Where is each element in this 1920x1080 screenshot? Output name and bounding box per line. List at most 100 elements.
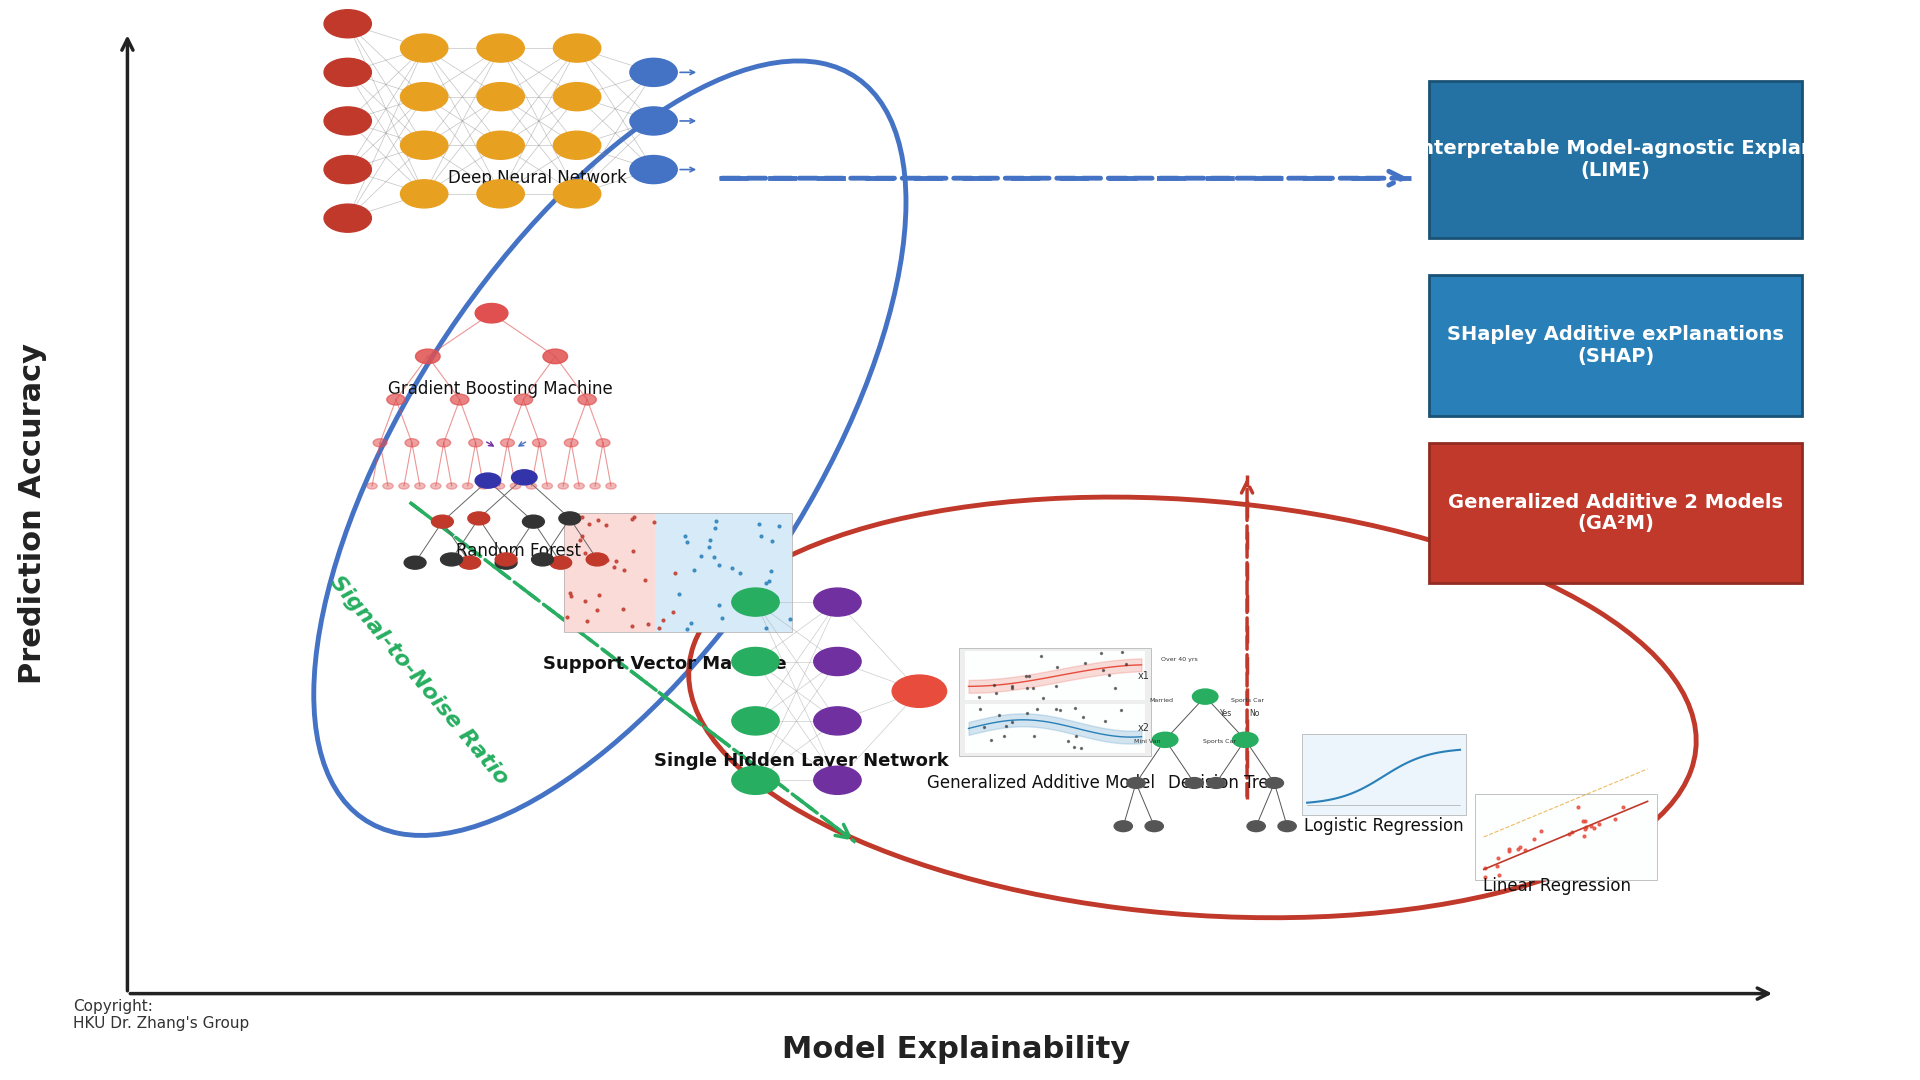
Point	[555, 584, 586, 602]
Point	[564, 531, 595, 549]
Point	[756, 563, 787, 580]
Circle shape	[532, 438, 547, 447]
Text: Sports Car: Sports Car	[1231, 698, 1263, 703]
Point	[1106, 644, 1137, 661]
Point	[1060, 699, 1091, 716]
Point	[707, 609, 737, 626]
Circle shape	[401, 33, 447, 62]
Point	[1094, 666, 1125, 684]
Circle shape	[324, 58, 371, 86]
Circle shape	[324, 204, 371, 232]
Point	[1584, 815, 1615, 833]
Text: Single Hidden Layer Network: Single Hidden Layer Network	[653, 753, 948, 770]
Circle shape	[476, 131, 524, 160]
Circle shape	[386, 394, 405, 405]
Circle shape	[495, 556, 516, 569]
Circle shape	[595, 438, 611, 447]
Point	[764, 517, 795, 535]
Circle shape	[468, 438, 482, 447]
Circle shape	[438, 438, 451, 447]
Point	[616, 618, 647, 635]
Circle shape	[401, 179, 447, 207]
Point	[1106, 701, 1137, 718]
Circle shape	[399, 483, 409, 489]
Text: Decision Tree: Decision Tree	[1167, 774, 1279, 792]
Point	[1060, 739, 1091, 756]
Point	[735, 600, 766, 618]
Point	[745, 594, 776, 611]
Point	[981, 684, 1012, 701]
FancyBboxPatch shape	[1428, 275, 1803, 416]
Text: Mini Van: Mini Van	[1133, 739, 1160, 744]
Point	[964, 689, 995, 706]
Circle shape	[814, 647, 860, 676]
Text: Support Vector Machine: Support Vector Machine	[543, 656, 787, 673]
Point	[601, 552, 632, 569]
Circle shape	[324, 107, 371, 135]
Point	[566, 527, 597, 544]
Point	[574, 515, 605, 532]
Circle shape	[382, 483, 394, 489]
Text: x2: x2	[1139, 724, 1150, 733]
Point	[1503, 840, 1534, 858]
Circle shape	[468, 512, 490, 525]
Circle shape	[476, 179, 524, 207]
Point	[591, 517, 622, 535]
Point	[659, 565, 689, 582]
Point	[1100, 679, 1131, 697]
FancyBboxPatch shape	[966, 651, 1144, 700]
Circle shape	[1152, 732, 1177, 747]
Point	[1471, 860, 1501, 877]
Circle shape	[367, 483, 376, 489]
Point	[733, 604, 764, 621]
FancyBboxPatch shape	[1475, 794, 1657, 880]
Point	[743, 515, 774, 532]
Point	[1469, 868, 1500, 886]
Text: Signal-to-Noise Ratio: Signal-to-Noise Ratio	[326, 572, 513, 788]
Point	[703, 556, 733, 573]
Point	[630, 571, 660, 589]
Point	[1068, 708, 1098, 726]
Point	[1524, 822, 1555, 839]
Point	[637, 514, 668, 531]
Point	[1484, 866, 1515, 883]
Point	[1018, 679, 1048, 697]
Circle shape	[401, 83, 447, 111]
Text: Logistic Regression: Logistic Regression	[1304, 818, 1463, 835]
Point	[751, 575, 781, 592]
Point	[979, 676, 1010, 693]
Point	[1607, 798, 1638, 815]
Circle shape	[559, 483, 568, 489]
Point	[1599, 811, 1630, 828]
Point	[755, 572, 785, 590]
Circle shape	[1127, 778, 1144, 788]
Text: No: No	[1248, 710, 1260, 718]
Point	[991, 717, 1021, 734]
Point	[1041, 700, 1071, 717]
Circle shape	[478, 483, 490, 489]
Point	[1482, 849, 1513, 866]
Circle shape	[553, 179, 601, 207]
FancyBboxPatch shape	[966, 704, 1144, 753]
FancyBboxPatch shape	[960, 648, 1150, 756]
Point	[672, 620, 703, 637]
Point	[647, 611, 678, 629]
Point	[1012, 667, 1043, 685]
FancyBboxPatch shape	[1428, 443, 1803, 583]
Point	[701, 513, 732, 530]
Point	[716, 559, 747, 577]
Point	[618, 508, 649, 525]
Circle shape	[1114, 821, 1133, 832]
Text: Yes: Yes	[1219, 710, 1233, 718]
Point	[1085, 645, 1116, 662]
Circle shape	[630, 156, 678, 184]
Point	[1576, 818, 1607, 835]
Point	[1018, 728, 1048, 745]
Point	[745, 528, 776, 545]
Point	[1014, 667, 1044, 685]
Point	[1578, 819, 1609, 836]
Circle shape	[415, 349, 440, 364]
Text: Deep Neural Network: Deep Neural Network	[447, 170, 626, 187]
Circle shape	[630, 58, 678, 86]
Point	[1069, 654, 1100, 672]
